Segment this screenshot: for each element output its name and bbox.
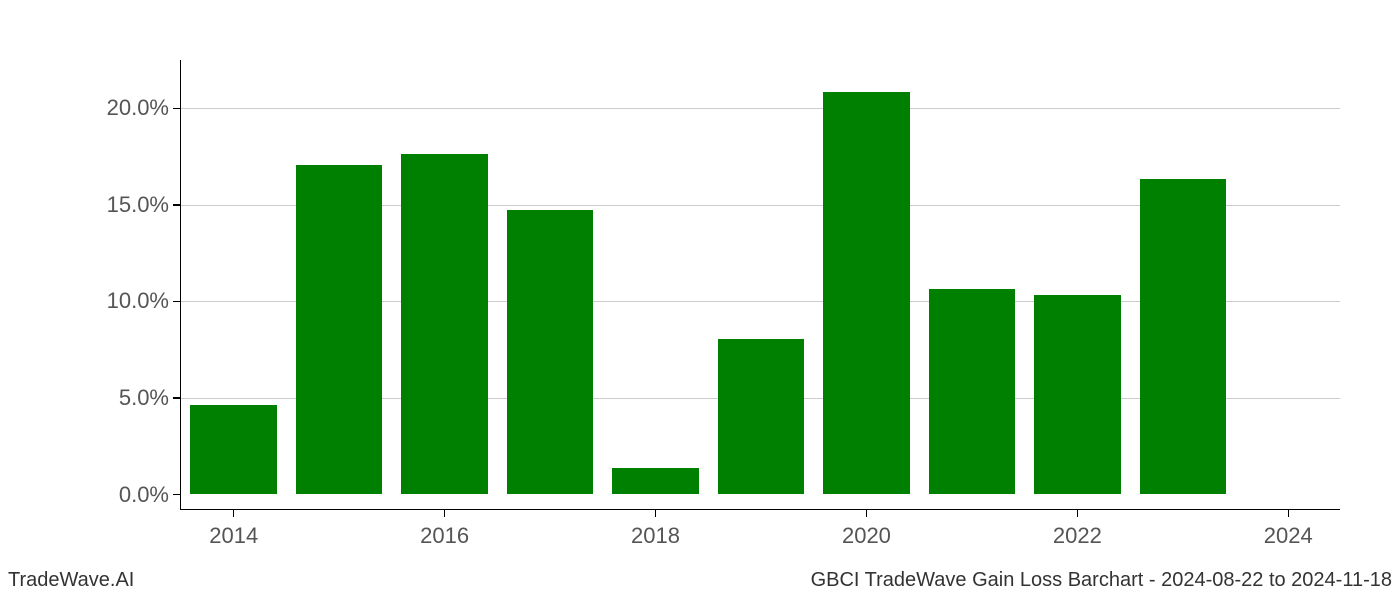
x-tick-label: 2018 [631, 523, 680, 549]
bar [823, 92, 909, 494]
bar [929, 289, 1015, 494]
y-tick-label: 15.0% [107, 192, 169, 218]
y-tick-mark [173, 204, 181, 206]
bar [296, 165, 382, 493]
x-tick-mark [1288, 509, 1290, 517]
x-tick-mark [866, 509, 868, 517]
y-tick-mark [173, 397, 181, 399]
plot-area: 0.0%5.0%10.0%15.0%20.0%20142016201820202… [180, 60, 1340, 510]
x-tick-label: 2020 [842, 523, 891, 549]
x-tick-label: 2014 [209, 523, 258, 549]
bar [507, 210, 593, 494]
bar [1140, 179, 1226, 494]
bar [190, 405, 276, 494]
x-tick-label: 2024 [1264, 523, 1313, 549]
x-tick-mark [233, 509, 235, 517]
footer-left-text: TradeWave.AI [8, 569, 134, 592]
footer-right-text: GBCI TradeWave Gain Loss Barchart - 2024… [811, 569, 1392, 592]
y-tick-mark [173, 301, 181, 303]
bar [1034, 295, 1120, 494]
x-tick-label: 2016 [420, 523, 469, 549]
x-tick-mark [655, 509, 657, 517]
bar [401, 154, 487, 494]
y-tick-label: 10.0% [107, 288, 169, 314]
y-tick-label: 5.0% [119, 385, 169, 411]
y-tick-mark [173, 108, 181, 110]
x-tick-mark [444, 509, 446, 517]
x-tick-label: 2022 [1053, 523, 1102, 549]
y-tick-label: 20.0% [107, 95, 169, 121]
bar [612, 468, 698, 493]
bar [718, 339, 804, 494]
gridline [181, 108, 1340, 109]
x-tick-mark [1077, 509, 1079, 517]
y-tick-mark [173, 494, 181, 496]
y-tick-label: 0.0% [119, 482, 169, 508]
bar-chart: 0.0%5.0%10.0%15.0%20.0%20142016201820202… [180, 60, 1340, 510]
